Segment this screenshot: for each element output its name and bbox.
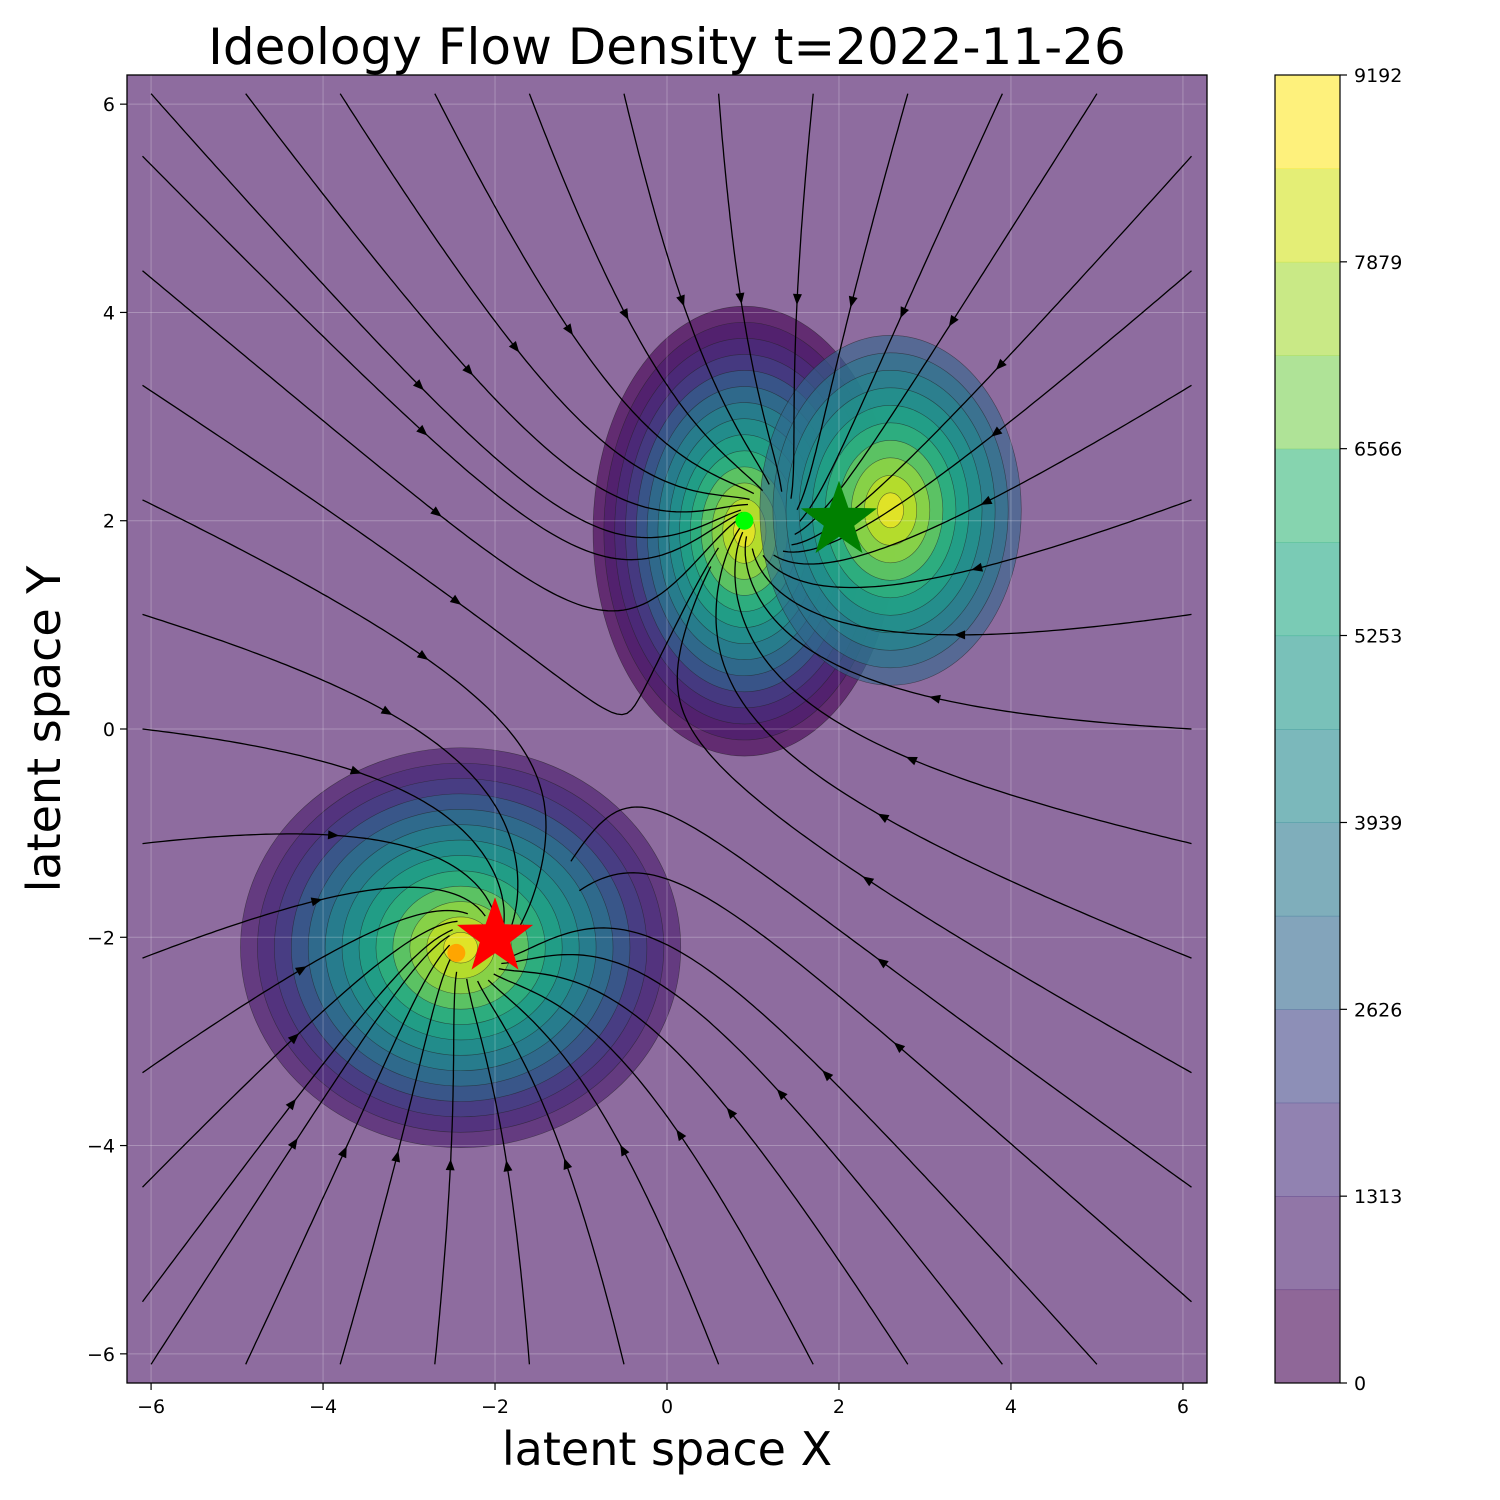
x-tick-label: −4 [309, 1396, 337, 1418]
colorbar-tick-label: 7879 [1354, 252, 1402, 274]
streamline-arrow [287, 1033, 299, 1045]
y-axis-label: latent space Y [17, 565, 71, 893]
colorbar-band [1275, 822, 1340, 917]
streamline-arrow [619, 308, 629, 320]
streamline-arrow [445, 1159, 455, 1171]
streamlines [141, 93, 1192, 1365]
y-tick-label: −4 [87, 1136, 115, 1158]
streamline-arrow [503, 1160, 513, 1172]
colorbar-tick-label: 1313 [1354, 1186, 1402, 1208]
colorbar-band [1275, 542, 1340, 637]
colorbar-tick-label: 5253 [1354, 626, 1402, 648]
x-axis-label: latent space X [502, 1422, 832, 1476]
streamline-arrow [416, 424, 428, 436]
streamline-arrow [287, 1138, 298, 1150]
chart-title: Ideology Flow Density t=2022-11-26 [208, 18, 1126, 76]
streamline-arrow [391, 1150, 401, 1163]
colorbar-tick-label: 3939 [1354, 812, 1402, 834]
streamline-arrow [948, 314, 959, 327]
y-tick-label: 0 [103, 719, 115, 741]
colorbar-band [1275, 261, 1340, 356]
streamline-arrow [971, 562, 984, 572]
streamline-arrow [980, 495, 993, 505]
colorbar-frame [1274, 74, 1341, 1384]
streamline-arrow [416, 649, 429, 660]
y-tick-label: 6 [103, 94, 115, 116]
colorbar-band [1275, 1009, 1340, 1104]
streamline-arrow [462, 364, 474, 376]
streamline-arrow [338, 1146, 347, 1159]
colorbar-band [1275, 1102, 1340, 1197]
y-axis: −6 −4 −2 0 2 4 6 [87, 94, 127, 1366]
colorbar-band [1275, 1289, 1340, 1384]
colorbar-band [1275, 75, 1340, 169]
streamline-arrow [776, 1089, 788, 1101]
x-tick-label: 6 [1177, 1396, 1189, 1418]
streamline-arrow [327, 830, 340, 840]
streamline-arrow [349, 765, 362, 775]
streamline-arrow [620, 1144, 630, 1157]
streamline-arrow [792, 293, 802, 305]
x-tick-label: 0 [661, 1396, 673, 1418]
x-tick-label: −2 [481, 1396, 509, 1418]
dot-marker [447, 943, 466, 962]
streamline-arrow [905, 756, 918, 766]
streamline-arrow [877, 813, 890, 823]
streamline-arrow [449, 594, 462, 605]
colorbar-tick-label: 6566 [1354, 439, 1402, 461]
streamline-arrow [285, 1098, 296, 1111]
y-tick-label: 2 [103, 511, 115, 533]
colorbar-band [1275, 1196, 1340, 1291]
y-tick-label: 4 [103, 302, 115, 324]
y-tick-label: −2 [87, 927, 115, 949]
y-tick-label: −6 [87, 1344, 115, 1366]
colorbar-tick-label: 9192 [1354, 65, 1402, 87]
dot-marker [735, 511, 754, 530]
streamline-arrow [508, 340, 520, 353]
streamline-arrow [380, 705, 393, 715]
colorbar-band [1275, 448, 1340, 543]
streamline-arrow [929, 694, 941, 704]
x-tick-label: 4 [1005, 1396, 1017, 1418]
streamline-arrow [862, 876, 875, 887]
streamline-arrow [990, 426, 1003, 437]
streamline-arrow [726, 1107, 738, 1120]
streamline-arrow [900, 306, 909, 319]
colorbar-band [1275, 635, 1340, 730]
streamline-arrow [563, 1158, 573, 1171]
streamline-arrow [430, 506, 442, 517]
star-marker [800, 480, 877, 554]
streamline-arrow [995, 358, 1007, 370]
markers [447, 480, 877, 970]
streamline-arrow [848, 295, 858, 308]
x-tick-label: 2 [833, 1396, 845, 1418]
x-axis: −6 −4 −2 0 2 4 6 [137, 1383, 1189, 1418]
streamline-arrow [735, 292, 745, 305]
streamline-arrow [893, 1042, 906, 1053]
grid [127, 75, 1207, 1383]
colorbar-band [1275, 355, 1340, 450]
colorbar-band [1275, 729, 1340, 823]
streamline-arrow [822, 1070, 834, 1082]
density-background [127, 75, 1207, 1383]
streamline-arrow [310, 897, 323, 907]
colorbar: 0 1313 2626 3939 5253 6566 7879 9192 [1274, 65, 1402, 1395]
streamline-arrow [676, 1129, 687, 1142]
plot-area [126, 74, 1208, 1384]
colorbar-band [1275, 915, 1340, 1010]
streamline-arrow [676, 294, 685, 307]
streamline-arrow [295, 966, 307, 976]
colorbar-tick-label: 2626 [1354, 999, 1402, 1021]
star-marker [457, 897, 534, 970]
streamline-arrow [954, 630, 966, 640]
streamline-arrow [563, 323, 573, 336]
colorbar-band [1275, 168, 1340, 263]
colorbar-tick-label: 0 [1354, 1373, 1366, 1395]
streamline-arrow [412, 379, 424, 391]
x-tick-label: −6 [137, 1396, 165, 1418]
streamline-arrow [877, 958, 889, 969]
